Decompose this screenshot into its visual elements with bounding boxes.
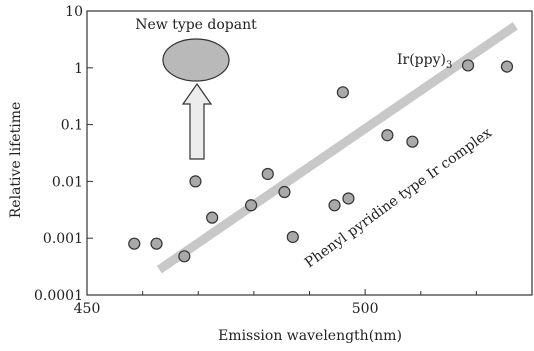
- data-point: [286, 230, 299, 244]
- data-point: [150, 237, 163, 250]
- data-point: [261, 167, 274, 181]
- irppy-label: Ir(ppy)3: [397, 52, 452, 71]
- x-tick-label: 500: [352, 301, 379, 317]
- y-tick-label: 0.001: [43, 231, 83, 247]
- y-tick-label: 0.1: [61, 118, 83, 134]
- data-point: [206, 211, 219, 224]
- y-tick-label: 10: [65, 4, 83, 20]
- data-point: [336, 86, 349, 99]
- trend-line: [156, 22, 518, 274]
- data-point: [406, 135, 419, 148]
- x-tick-label: 450: [74, 301, 101, 317]
- data-point: [342, 192, 355, 205]
- points-layer: [128, 59, 514, 263]
- ticks-layer: 0.0001 0.001 0.01 0.1 1 10 450 500: [34, 4, 477, 317]
- data-point: [381, 129, 394, 142]
- irppy-label-main: Ir(ppy): [397, 52, 446, 68]
- up-arrow: [181, 82, 213, 160]
- irppy-label-subscript: 3: [446, 60, 452, 71]
- data-point: [244, 199, 258, 212]
- plot-frame: [86, 10, 533, 296]
- data-point: [189, 175, 202, 188]
- data-point: [328, 199, 341, 212]
- data-point: [500, 60, 514, 73]
- new-dopant-ellipse: [162, 38, 230, 82]
- data-point: [128, 237, 141, 250]
- data-point: [278, 185, 291, 199]
- new-type-dopant-label: New type dopant: [135, 17, 257, 33]
- y-tick-label: 0.01: [52, 174, 83, 190]
- y-axis-title: Relative lifetime: [8, 102, 24, 218]
- y-tick-label: 1: [74, 61, 83, 77]
- y-tick-label: 0.0001: [34, 288, 83, 304]
- x-axis-title: Emission wavelength(nm): [218, 328, 402, 344]
- data-point: [178, 250, 191, 263]
- data-point: [461, 59, 475, 72]
